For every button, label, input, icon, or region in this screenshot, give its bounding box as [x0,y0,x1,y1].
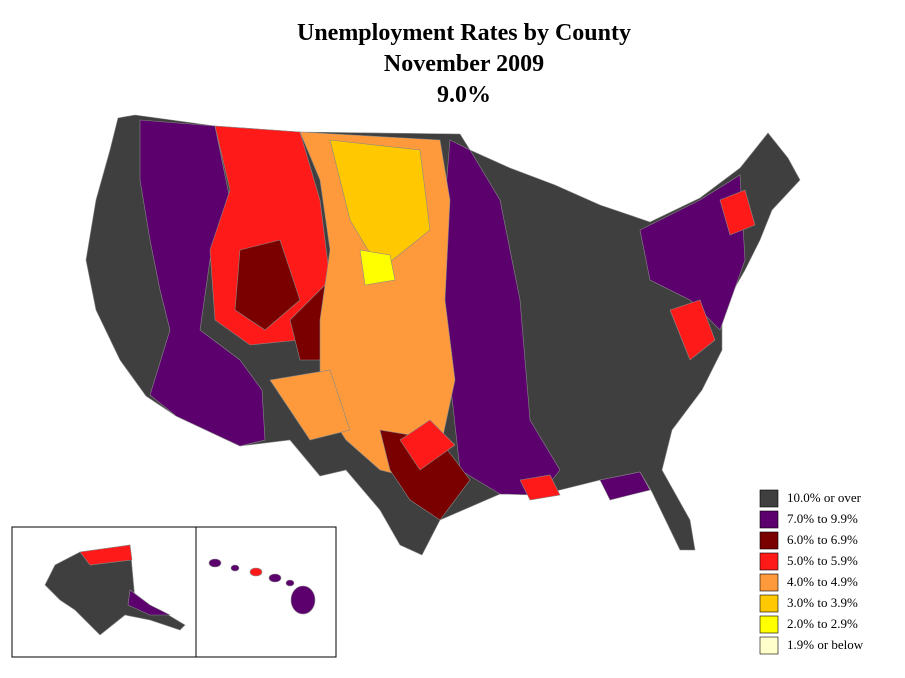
legend-swatch [759,510,779,529]
region [639,174,746,331]
legend-label: 10.0% or over [787,490,862,505]
region [669,299,716,361]
alaska [44,544,186,636]
legend-swatch [759,615,779,634]
legend-swatch [759,552,779,571]
region [79,544,133,566]
legend-swatch [759,573,779,592]
legend-label: 1.9% or below [787,637,864,652]
hawaii-island [208,558,222,568]
legend-label: 6.0% to 6.9% [787,532,858,547]
legend-label: 4.0% to 4.9% [787,574,858,589]
region [519,474,561,501]
hawaii-island [285,579,295,587]
title-line: Unemployment Rates by County [297,20,631,46]
legend-swatch [759,594,779,613]
legend: 10.0% or over 7.0% to 9.9% 6.0% to 6.9% 5.0… [759,489,864,655]
legend-label: 3.0% to 3.9% [787,595,858,610]
region [234,239,301,331]
hawaii-island [230,564,240,572]
legend-swatch [759,636,779,655]
region [399,419,456,471]
region [599,471,651,501]
us-map [85,114,801,556]
legend-label: 5.0% to 5.9% [787,553,858,568]
region [127,589,171,616]
region [719,189,756,236]
legend-label: 2.0% to 2.9% [787,616,858,631]
title-line: 9.0% [437,82,491,108]
region [269,369,351,441]
hawaii-island [268,573,282,583]
legend-swatch [759,489,779,508]
region [329,139,431,271]
legend-label: 7.0% to 9.9% [787,511,858,526]
legend-swatch [759,531,779,550]
title-line: November 2009 [384,51,544,77]
region [359,249,396,286]
hawaii-island [249,567,263,577]
hawaii-island [290,585,316,615]
hawaii-inset [195,526,337,658]
